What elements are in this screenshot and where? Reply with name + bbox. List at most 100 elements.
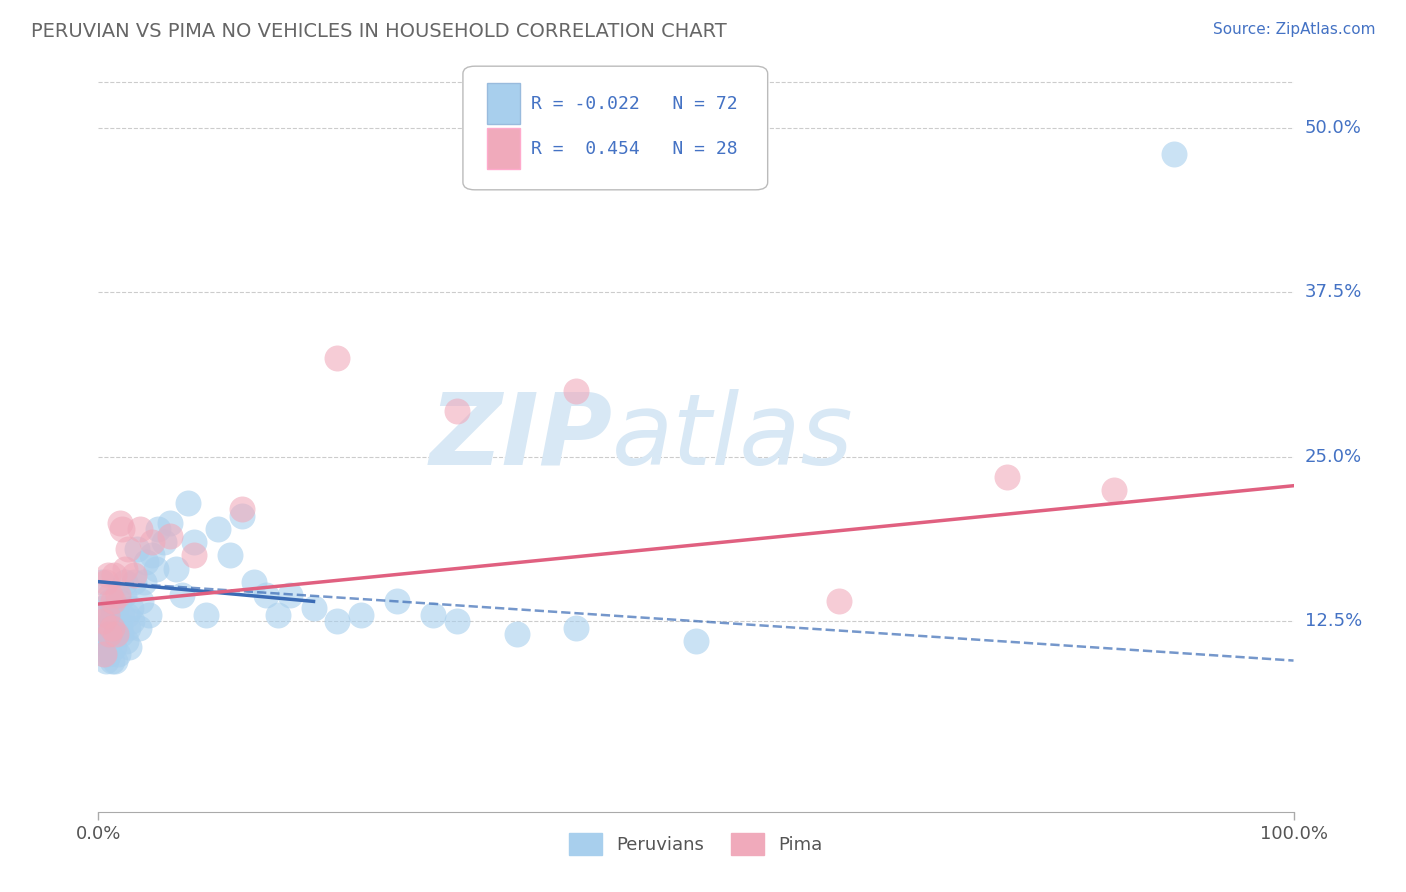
- Point: [101, 594, 124, 608]
- Point: [96, 607, 118, 622]
- Point: [138, 607, 160, 622]
- Point: [278, 588, 301, 602]
- Point: [145, 561, 167, 575]
- Point: [195, 607, 218, 622]
- Point: [115, 633, 138, 648]
- Point: [93, 621, 115, 635]
- Point: [159, 516, 181, 530]
- Point: [302, 601, 325, 615]
- Point: [117, 541, 139, 556]
- Point: [141, 535, 163, 549]
- Point: [132, 574, 155, 589]
- Text: ZIP: ZIP: [429, 389, 613, 485]
- Point: [91, 614, 114, 628]
- Point: [125, 541, 148, 556]
- Point: [114, 561, 136, 575]
- Point: [115, 607, 138, 622]
- Text: 37.5%: 37.5%: [1305, 284, 1362, 301]
- Point: [94, 574, 117, 589]
- Point: [231, 508, 253, 523]
- Point: [101, 621, 124, 635]
- Point: [104, 621, 127, 635]
- Point: [129, 522, 152, 536]
- Point: [105, 601, 128, 615]
- Point: [100, 614, 122, 628]
- Point: [112, 588, 135, 602]
- Point: [105, 627, 128, 641]
- Point: [131, 594, 153, 608]
- Point: [111, 522, 134, 536]
- Point: [93, 647, 115, 661]
- Point: [107, 594, 129, 608]
- Point: [97, 614, 120, 628]
- Point: [98, 594, 122, 608]
- Point: [326, 351, 349, 366]
- Point: [101, 601, 124, 615]
- Point: [118, 640, 141, 655]
- Point: [107, 614, 129, 628]
- Point: [98, 647, 121, 661]
- Point: [1163, 147, 1185, 161]
- Point: [93, 647, 115, 661]
- Point: [98, 627, 121, 641]
- Point: [828, 594, 851, 608]
- Point: [100, 621, 122, 635]
- Point: [91, 574, 114, 589]
- Point: [254, 588, 277, 602]
- Point: [98, 588, 122, 602]
- Point: [103, 640, 125, 655]
- Point: [124, 568, 146, 582]
- FancyBboxPatch shape: [486, 128, 520, 169]
- Point: [96, 633, 118, 648]
- Text: Source: ZipAtlas.com: Source: ZipAtlas.com: [1212, 22, 1375, 37]
- Point: [207, 522, 229, 536]
- Point: [91, 601, 114, 615]
- Point: [267, 607, 290, 622]
- FancyBboxPatch shape: [463, 66, 768, 190]
- Point: [110, 627, 132, 641]
- Point: [183, 535, 205, 549]
- Point: [111, 607, 134, 622]
- Point: [121, 614, 143, 628]
- Point: [165, 561, 187, 575]
- Point: [98, 627, 121, 641]
- Point: [422, 607, 444, 622]
- Point: [114, 574, 136, 589]
- Text: PERUVIAN VS PIMA NO VEHICLES IN HOUSEHOLD CORRELATION CHART: PERUVIAN VS PIMA NO VEHICLES IN HOUSEHOL…: [31, 22, 727, 41]
- Point: [446, 614, 468, 628]
- Point: [565, 384, 588, 398]
- Point: [94, 627, 117, 641]
- Point: [153, 535, 176, 549]
- Point: [100, 654, 122, 668]
- Point: [506, 627, 529, 641]
- Point: [446, 404, 468, 418]
- Point: [231, 502, 253, 516]
- Point: [105, 627, 128, 641]
- Point: [108, 621, 131, 635]
- Point: [135, 555, 157, 569]
- Point: [172, 588, 194, 602]
- Point: [148, 522, 170, 536]
- Text: R = -0.022   N = 72: R = -0.022 N = 72: [531, 95, 738, 112]
- Point: [94, 654, 117, 668]
- Point: [103, 568, 125, 582]
- Point: [350, 607, 373, 622]
- Point: [107, 647, 129, 661]
- Point: [108, 516, 131, 530]
- Point: [97, 640, 120, 655]
- Point: [177, 496, 200, 510]
- Point: [107, 588, 129, 602]
- Point: [97, 568, 120, 582]
- Point: [96, 607, 118, 622]
- Point: [159, 529, 181, 543]
- Point: [103, 607, 125, 622]
- Point: [565, 621, 588, 635]
- Legend: Peruvians, Pima: Peruvians, Pima: [562, 826, 830, 863]
- Text: 12.5%: 12.5%: [1305, 612, 1362, 630]
- Point: [995, 469, 1018, 483]
- Point: [243, 574, 266, 589]
- Text: atlas: atlas: [613, 389, 853, 485]
- Point: [183, 549, 205, 563]
- Point: [219, 549, 242, 563]
- Point: [117, 621, 139, 635]
